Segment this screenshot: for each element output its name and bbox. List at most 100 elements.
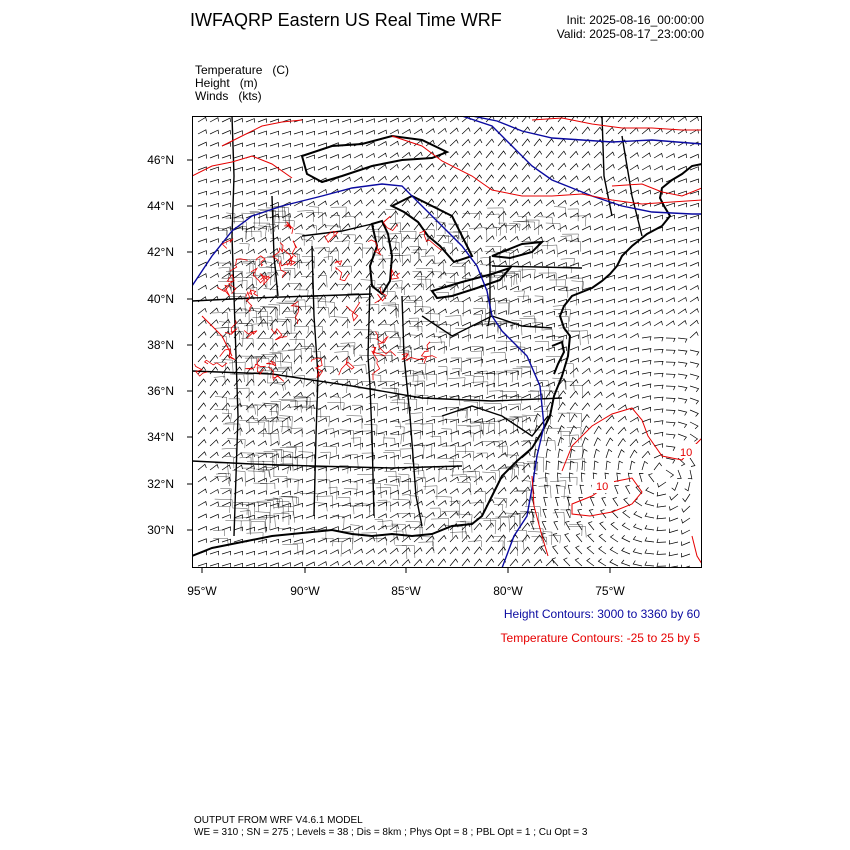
county-line (242, 277, 254, 291)
wind-barb (341, 525, 351, 531)
wind-barb (521, 334, 531, 340)
wind-barb (644, 524, 655, 531)
wind-barb (605, 226, 615, 231)
wind-barb (533, 273, 543, 279)
wind-barb (233, 130, 243, 135)
county-line (248, 502, 259, 512)
wind-barb (665, 409, 676, 415)
wind-barb (197, 562, 207, 568)
county-line (503, 396, 523, 404)
county-line (276, 501, 290, 512)
wind-barb (365, 442, 375, 448)
wind-barb (533, 298, 543, 304)
county-line (262, 261, 272, 273)
wind-barb (329, 235, 339, 243)
wind-barb (353, 246, 363, 255)
county-line (361, 452, 375, 461)
county-line (495, 516, 510, 533)
wind-barb (473, 429, 483, 435)
wind-barb (605, 213, 615, 219)
temperature-squiggle (285, 255, 297, 266)
wind-barb (557, 187, 567, 195)
wind-barb (197, 141, 207, 147)
wind-barb (657, 481, 667, 488)
county-line (293, 405, 312, 416)
county-line (240, 504, 255, 515)
county-line (247, 454, 260, 470)
wind-barb (233, 562, 243, 568)
wind-barb (449, 271, 459, 279)
wind-barb (329, 417, 339, 423)
wind-barb (293, 212, 303, 219)
county-line (308, 206, 319, 215)
wind-barb (221, 214, 231, 219)
temperature-squiggle (229, 258, 248, 272)
wind-barb (593, 425, 602, 435)
county-line (473, 308, 486, 322)
wind-barb (677, 433, 687, 441)
temperature-squiggle (245, 290, 253, 312)
wind-barb (341, 234, 351, 243)
wind-barb (569, 163, 579, 171)
wind-barb (233, 390, 243, 399)
wind-barb (552, 545, 559, 555)
wind-barb (653, 165, 663, 171)
wind-barb (509, 298, 519, 303)
wind-barb (521, 546, 531, 555)
wind-barb (305, 367, 315, 375)
county-line (455, 328, 470, 342)
wind-barb (461, 334, 471, 339)
wind-barb (569, 413, 578, 423)
county-line (473, 376, 484, 385)
wind-barb (677, 202, 687, 208)
wind-barb (317, 417, 327, 423)
wind-barb (509, 260, 519, 267)
wind-barb (437, 558, 447, 567)
wind-barb (293, 118, 303, 124)
wind-barb (681, 564, 691, 568)
wind-barb (281, 189, 291, 195)
wind-barb (605, 126, 615, 135)
wind-barb (197, 250, 207, 255)
county-line (473, 421, 490, 433)
wind-barb (653, 462, 662, 471)
county-line (535, 380, 549, 388)
county-line (281, 496, 297, 504)
wind-barb (575, 545, 583, 555)
county-line (541, 244, 558, 258)
temperature-squiggle (260, 273, 271, 286)
wind-barb (653, 152, 663, 159)
wind-barb (633, 523, 643, 531)
county-line (224, 422, 235, 431)
wind-barb (305, 441, 315, 447)
wind-barb (653, 214, 663, 220)
wind-barb (305, 342, 315, 351)
county-line (264, 498, 278, 507)
county-line (351, 505, 371, 513)
wind-barb (449, 174, 459, 183)
wind-barb (233, 307, 243, 315)
wind-barb (401, 117, 411, 123)
wind-barb (509, 405, 519, 411)
wind-barb (221, 129, 231, 135)
wind-barb (641, 189, 651, 195)
wind-barb (593, 200, 603, 207)
wind-barb (521, 382, 531, 387)
county-line (466, 425, 481, 439)
wind-barb (365, 548, 375, 555)
county-line (525, 219, 540, 235)
county-line (256, 502, 271, 517)
wind-barb (353, 176, 363, 183)
wind-barb (353, 454, 363, 460)
wind-barb (641, 429, 651, 435)
wind-barb (497, 126, 507, 135)
wind-barb (629, 460, 636, 471)
wind-barb (617, 321, 627, 327)
wind-barb (221, 154, 231, 159)
wind-barb (605, 286, 615, 292)
wind-barb (644, 561, 655, 567)
county-line (259, 267, 276, 283)
wind-barb (644, 500, 655, 507)
wind-barb (509, 486, 519, 495)
wind-barb (665, 337, 676, 343)
